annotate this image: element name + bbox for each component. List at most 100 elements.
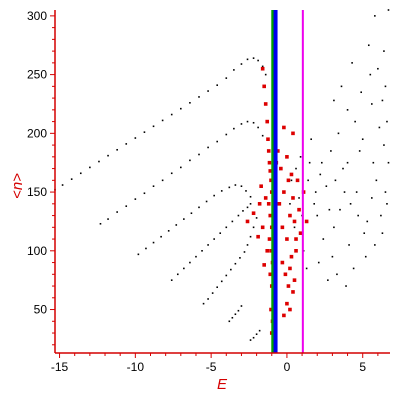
data-point-black [125,143,128,145]
data-point-black [233,127,235,130]
data-point-black [213,194,215,197]
x-tick-label: -15 [51,360,69,374]
data-point-black [189,261,191,264]
data-point-black [243,251,246,253]
data-point-black [246,58,249,61]
data-point-black [220,280,223,283]
data-point-red [286,284,291,288]
data-point-red [266,137,270,142]
data-point-black [252,226,255,229]
data-point-black [230,268,232,271]
data-point-black [246,244,249,246]
data-point-red [288,307,292,312]
data-point-black [320,161,323,164]
data-point-red [289,254,294,259]
data-point-black [160,235,162,238]
data-point-black [377,67,379,70]
data-point-red [268,169,273,173]
data-point-red [298,231,303,235]
data-point-black [387,161,390,164]
data-point-black [79,172,82,175]
data-point-red [280,260,285,265]
data-point-black [237,214,240,217]
data-point-red [276,149,280,153]
y-tick-label: 150 [27,185,47,199]
data-point-red [266,202,271,206]
data-point-black [380,214,382,217]
data-point-black [89,166,91,169]
data-point-black [317,261,320,264]
data-point-red [277,202,282,206]
data-point-black [240,305,243,307]
data-point-red [286,178,291,183]
data-point-black [233,69,235,71]
data-point-black [346,109,349,111]
data-point-black [325,185,328,187]
data-point-black [237,309,240,312]
data-point-black [207,146,209,149]
data-point-black [333,226,335,229]
vertical-line-1 [271,10,276,353]
data-point-black [213,238,215,240]
data-point-black [220,190,223,192]
data-point-red [289,172,294,177]
data-point-black [383,50,385,52]
data-point-black [205,200,208,203]
data-point-black [374,244,376,246]
data-point-black [371,103,373,105]
data-point-red [304,219,309,224]
data-point-black [352,267,355,270]
data-point-black [348,244,350,246]
y-tick-label: 100 [27,244,47,258]
data-point-black [116,148,118,151]
data-point-red [294,249,298,253]
data-point-black [143,131,146,133]
data-point-black [354,120,356,123]
data-point-red [268,213,273,218]
x-tick-label: -10 [127,360,145,374]
data-point-red [267,237,272,241]
data-point-red [265,119,270,124]
data-point-black [366,220,369,223]
data-point-red [294,237,298,241]
data-point-red [260,225,265,230]
data-point-black [249,195,252,198]
data-point-black [360,91,362,94]
data-point-black [313,203,316,205]
plot-marks [54,9,390,353]
data-point-black [246,120,249,123]
x-tick-label: 5 [359,360,366,374]
data-point-black [225,226,228,229]
data-point-black [240,185,243,187]
data-point-red [263,102,268,106]
x-axis-label: E [217,376,228,393]
data-point-black [201,250,203,252]
data-point-black [198,96,200,98]
data-point-black [211,292,214,294]
x-tick-label: -5 [206,360,217,374]
data-point-black [374,15,376,17]
data-point-black [322,238,325,240]
data-point-black [152,125,155,128]
data-point-black [180,166,182,169]
data-point-black [346,161,349,164]
data-point-black [190,212,193,215]
data-point-black [299,156,302,158]
data-point-red [291,196,295,200]
data-point-black [219,232,222,234]
data-point-black [234,313,237,316]
data-point-red [269,178,273,183]
data-point-black [295,167,297,170]
data-point-black [308,161,311,164]
data-point-black [161,119,164,122]
data-point-black [339,208,341,211]
data-point-red [297,207,301,212]
data-point-black [143,192,146,195]
data-point-black [216,140,218,143]
data-point-black [327,279,329,281]
data-point-red [295,178,300,183]
y-tick-label: 200 [27,126,47,140]
data-point-black [384,191,387,193]
tick-labels: -15 -10 -5 0 5 50 100 150 200 250 300 [27,9,366,374]
data-point-black [314,191,317,193]
